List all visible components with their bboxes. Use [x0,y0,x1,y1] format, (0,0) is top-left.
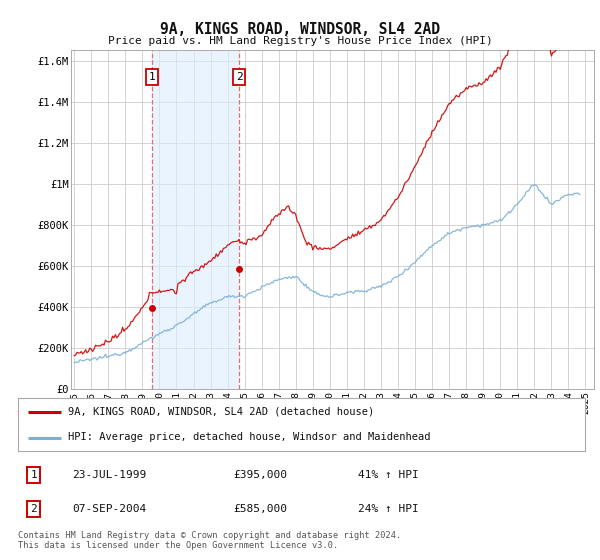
Text: Contains HM Land Registry data © Crown copyright and database right 2024.
This d: Contains HM Land Registry data © Crown c… [18,531,401,550]
Text: 1: 1 [148,72,155,82]
Text: 2: 2 [236,72,242,82]
Text: 23-JUL-1999: 23-JUL-1999 [72,470,146,480]
Text: Price paid vs. HM Land Registry's House Price Index (HPI): Price paid vs. HM Land Registry's House … [107,36,493,46]
Text: 07-SEP-2004: 07-SEP-2004 [72,504,146,514]
Text: £585,000: £585,000 [233,504,287,514]
Bar [152,50,239,389]
Text: 2: 2 [31,504,37,514]
Text: 9A, KINGS ROAD, WINDSOR, SL4 2AD (detached house): 9A, KINGS ROAD, WINDSOR, SL4 2AD (detach… [68,407,374,417]
Text: 9A, KINGS ROAD, WINDSOR, SL4 2AD: 9A, KINGS ROAD, WINDSOR, SL4 2AD [160,22,440,38]
Text: £395,000: £395,000 [233,470,287,480]
Text: 24% ↑ HPI: 24% ↑ HPI [358,504,419,514]
Text: 41% ↑ HPI: 41% ↑ HPI [358,470,419,480]
Text: 1: 1 [31,470,37,480]
Text: HPI: Average price, detached house, Windsor and Maidenhead: HPI: Average price, detached house, Wind… [68,432,430,442]
